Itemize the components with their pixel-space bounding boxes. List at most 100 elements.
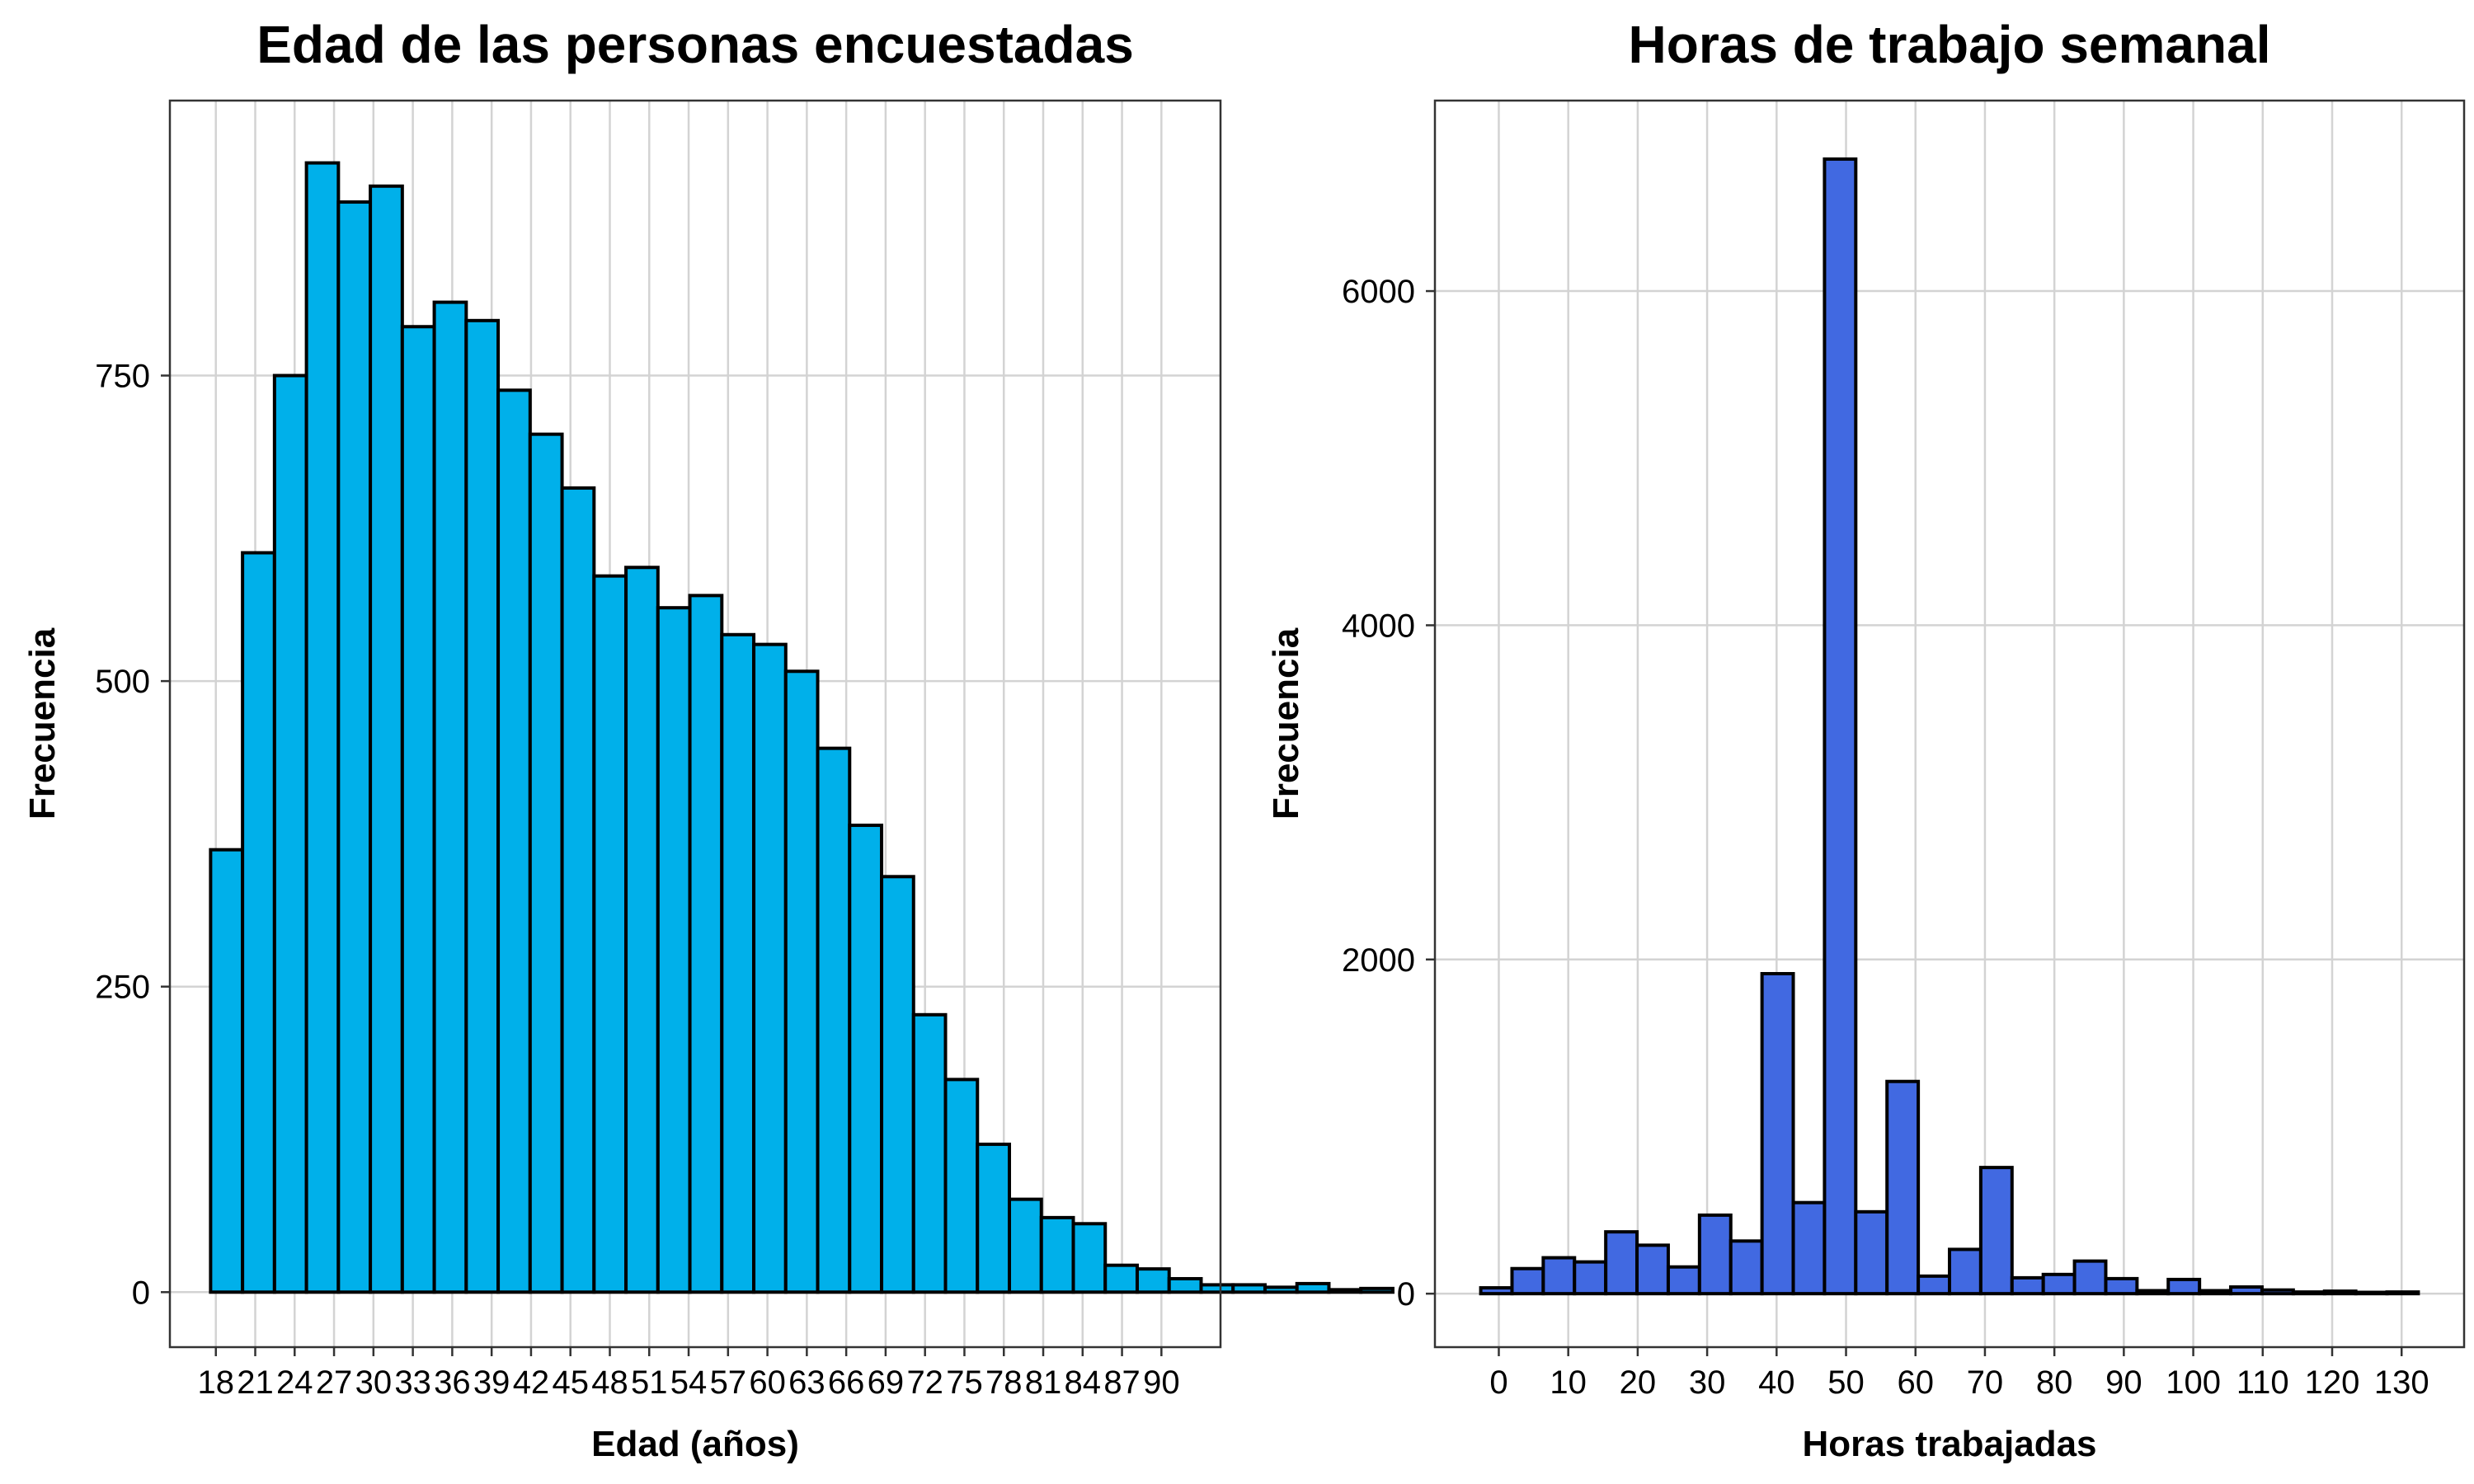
- x-tick-label: 10: [1550, 1364, 1587, 1401]
- hours-histogram-panel: Horas de trabajo semanal 0 10 20 30 40 50 60 70…: [1266, 15, 2466, 1464]
- histogram-bar: [1071, 1222, 1108, 1294]
- histogram-bar: [2072, 1259, 2108, 1296]
- x-tick-label: 120: [2305, 1364, 2360, 1401]
- histogram-bar: [528, 432, 564, 1294]
- x-tick-label: 90: [2105, 1364, 2142, 1401]
- histogram-bar: [2104, 1276, 2139, 1296]
- histogram-bar: [656, 606, 692, 1294]
- histogram-bar: [1541, 1256, 1577, 1296]
- x-tick-label: 80: [2036, 1364, 2073, 1401]
- grid-layer: [1435, 101, 2464, 1347]
- histogram-bar: [1103, 1263, 1139, 1294]
- histogram-bar: [816, 746, 852, 1294]
- x-tick-label: 100: [2166, 1364, 2221, 1401]
- histogram-bar: [1135, 1267, 1171, 1294]
- histogram-bar: [369, 184, 404, 1294]
- x-tick-label: 30: [1689, 1364, 1726, 1401]
- y-tick-label: 0: [1397, 1276, 1415, 1313]
- x-tick-label: 69: [868, 1364, 905, 1401]
- x-tick-label: 33: [394, 1364, 431, 1401]
- x-tick-label: 78: [985, 1364, 1023, 1401]
- x-axis-title: Horas trabajadas: [1802, 1424, 2096, 1464]
- histogram-bar: [688, 594, 724, 1294]
- age-histogram-panel: Edad de las personas encuestadas 18 21 24 2…: [22, 15, 1395, 1464]
- bar-layer: [209, 161, 1395, 1294]
- x-tick-label: 90: [1143, 1364, 1180, 1401]
- x-tick-label: 0: [1489, 1364, 1507, 1401]
- histogram-bar: [1199, 1283, 1235, 1294]
- histogram-bar: [272, 373, 308, 1294]
- histogram-bar: [880, 875, 915, 1294]
- histogram-bar: [2135, 1289, 2171, 1296]
- tick-layer: 0 10 20 30 40 50 60 70 80 90 100 110 120 130 0 2000 4000…: [1342, 274, 2429, 1401]
- histogram-bar: [496, 388, 532, 1294]
- histogram-bar: [1167, 1276, 1203, 1294]
- y-tick-label: 4000: [1342, 608, 1415, 644]
- histogram-bar: [976, 1142, 1012, 1294]
- x-tick-label: 87: [1103, 1364, 1141, 1401]
- x-tick-label: 21: [237, 1364, 274, 1401]
- x-tick-label: 70: [1967, 1364, 2004, 1401]
- y-tick-label: 2000: [1342, 942, 1415, 979]
- histogram-bar: [1978, 1166, 2014, 1296]
- histogram-bar: [304, 161, 341, 1294]
- histogram-bar: [592, 574, 628, 1294]
- histogram-bar: [560, 486, 596, 1294]
- histogram-bar: [336, 200, 373, 1294]
- histogram-bar: [2041, 1272, 2077, 1296]
- histogram-bar: [1666, 1265, 1701, 1296]
- histogram-bar: [1008, 1197, 1043, 1294]
- histogram-bar: [1039, 1215, 1075, 1294]
- x-tick-label: 84: [1065, 1364, 1102, 1401]
- histogram-bar: [2385, 1290, 2420, 1296]
- histogram-bar: [1263, 1285, 1299, 1294]
- histogram-bar: [1854, 1209, 1889, 1296]
- histogram-bar: [209, 848, 245, 1294]
- x-tick-label: 51: [631, 1364, 668, 1401]
- histogram-bar: [2010, 1275, 2045, 1296]
- histogram-bar: [943, 1078, 980, 1294]
- histogram-bar: [1573, 1260, 1608, 1296]
- chart-title: Horas de trabajo semanal: [1629, 15, 2271, 74]
- x-tick-label: 72: [906, 1364, 943, 1401]
- histogram-bar: [1327, 1288, 1363, 1294]
- x-tick-label: 24: [276, 1364, 313, 1401]
- x-tick-label: 81: [1025, 1364, 1062, 1401]
- histogram-bar: [720, 632, 756, 1294]
- x-tick-label: 30: [355, 1364, 393, 1401]
- histogram-bar: [2322, 1289, 2358, 1296]
- x-tick-label: 54: [670, 1364, 708, 1401]
- histogram-bar: [1948, 1247, 1982, 1296]
- histogram-bar: [624, 566, 660, 1294]
- x-tick-label: 48: [591, 1364, 628, 1401]
- histogram-bar: [1791, 1200, 1827, 1296]
- histogram-bar: [2198, 1289, 2233, 1296]
- x-tick-label: 60: [749, 1364, 786, 1401]
- histogram-bar: [2166, 1277, 2202, 1296]
- histogram-bar: [1295, 1281, 1331, 1294]
- x-tick-label: 110: [2236, 1364, 2289, 1401]
- histogram-bar: [1510, 1266, 1545, 1296]
- x-tick-label: 63: [788, 1364, 825, 1401]
- x-tick-label: 60: [1897, 1364, 1934, 1401]
- histogram-bar: [2229, 1285, 2264, 1296]
- x-tick-label: 75: [946, 1364, 983, 1401]
- histogram-bar: [1729, 1239, 1764, 1296]
- x-axis-title: Edad (años): [591, 1424, 799, 1464]
- y-tick-label: 500: [95, 664, 150, 700]
- histogram-bar: [1231, 1283, 1267, 1294]
- tick-layer: 18 21 24 27 30 33 36 39 42 45 48 51 54 57 60 63 66 69 72 75…: [95, 359, 1179, 1401]
- y-axis-title: Frecuencia: [22, 627, 63, 819]
- x-tick-label: 36: [434, 1364, 471, 1401]
- histogram-bar: [2260, 1288, 2295, 1296]
- histogram-bar: [2354, 1290, 2389, 1296]
- histogram-bar: [400, 325, 436, 1294]
- x-tick-label: 39: [473, 1364, 510, 1401]
- x-tick-label: 18: [197, 1364, 234, 1401]
- x-tick-label: 50: [1827, 1364, 1865, 1401]
- y-tick-label: 6000: [1342, 274, 1415, 310]
- histogram-bar: [464, 318, 501, 1294]
- histogram-bar: [752, 642, 788, 1294]
- histogram-bar: [1697, 1213, 1733, 1296]
- x-tick-label: 42: [513, 1364, 550, 1401]
